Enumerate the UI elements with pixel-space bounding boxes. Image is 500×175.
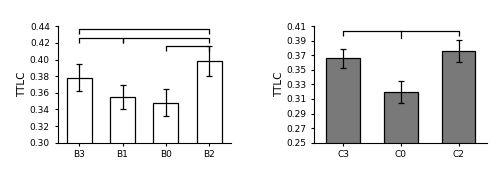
Bar: [66, 78, 92, 175]
Bar: [110, 97, 135, 175]
Bar: [196, 61, 222, 175]
Bar: [154, 103, 178, 175]
Y-axis label: TTLC: TTLC: [274, 72, 283, 97]
Bar: [326, 58, 360, 175]
Y-axis label: TTLC: TTLC: [17, 72, 27, 97]
Bar: [384, 92, 418, 175]
Bar: [442, 51, 476, 175]
